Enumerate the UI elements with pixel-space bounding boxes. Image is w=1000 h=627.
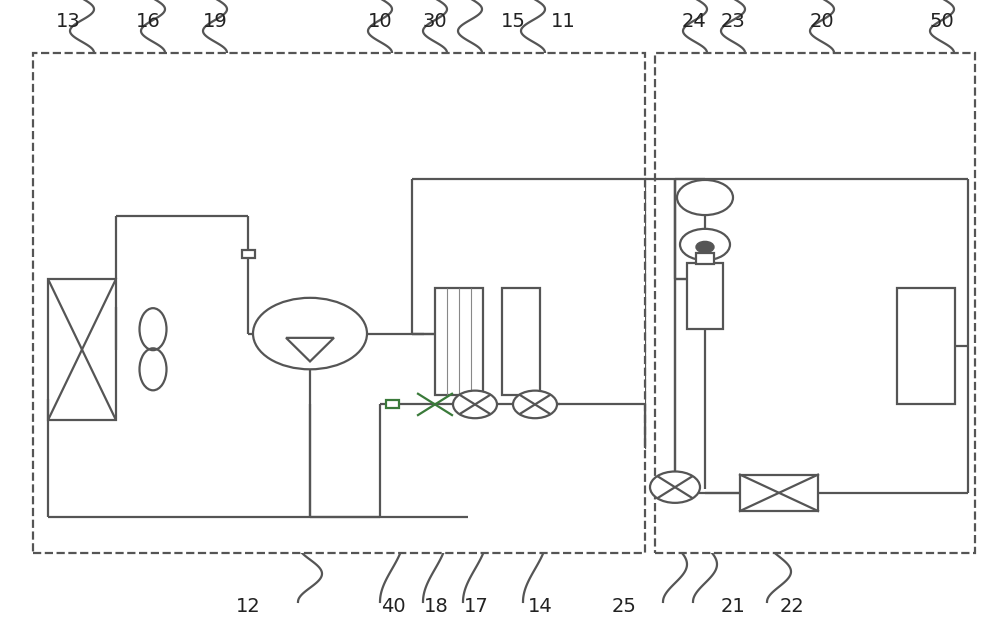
Bar (502, 288, 540, 395)
Bar (48, 279, 116, 420)
Text: 30: 30 (423, 13, 447, 31)
Text: 20: 20 (810, 13, 834, 31)
Circle shape (513, 391, 557, 418)
Text: 22: 22 (780, 598, 804, 616)
Bar (386, 401, 398, 409)
Text: 18: 18 (424, 598, 448, 616)
Bar (740, 475, 818, 511)
Text: 10: 10 (368, 13, 392, 31)
Text: 15: 15 (501, 13, 525, 31)
Circle shape (696, 241, 714, 253)
Circle shape (680, 229, 730, 260)
Bar (412, 179, 645, 448)
Text: 11: 11 (551, 13, 575, 31)
Text: 14: 14 (528, 598, 552, 616)
Bar (655, 53, 975, 553)
Circle shape (650, 472, 700, 503)
Bar (687, 263, 723, 329)
Text: 23: 23 (721, 13, 745, 31)
Text: 21: 21 (721, 598, 745, 616)
Bar (897, 288, 955, 404)
Text: 16: 16 (136, 13, 160, 31)
Text: 24: 24 (682, 13, 706, 31)
Circle shape (453, 391, 497, 418)
Text: 19: 19 (203, 13, 227, 31)
Text: 12: 12 (236, 598, 260, 616)
Circle shape (253, 298, 367, 369)
Text: 50: 50 (930, 13, 954, 31)
Circle shape (677, 180, 733, 215)
Bar (435, 288, 483, 395)
Text: 17: 17 (464, 598, 488, 616)
Text: 40: 40 (381, 598, 405, 616)
Text: 13: 13 (56, 13, 80, 31)
Bar (242, 250, 254, 258)
Bar (438, 330, 450, 337)
Bar (696, 253, 714, 264)
Bar (33, 53, 645, 553)
Text: 25: 25 (612, 598, 636, 616)
